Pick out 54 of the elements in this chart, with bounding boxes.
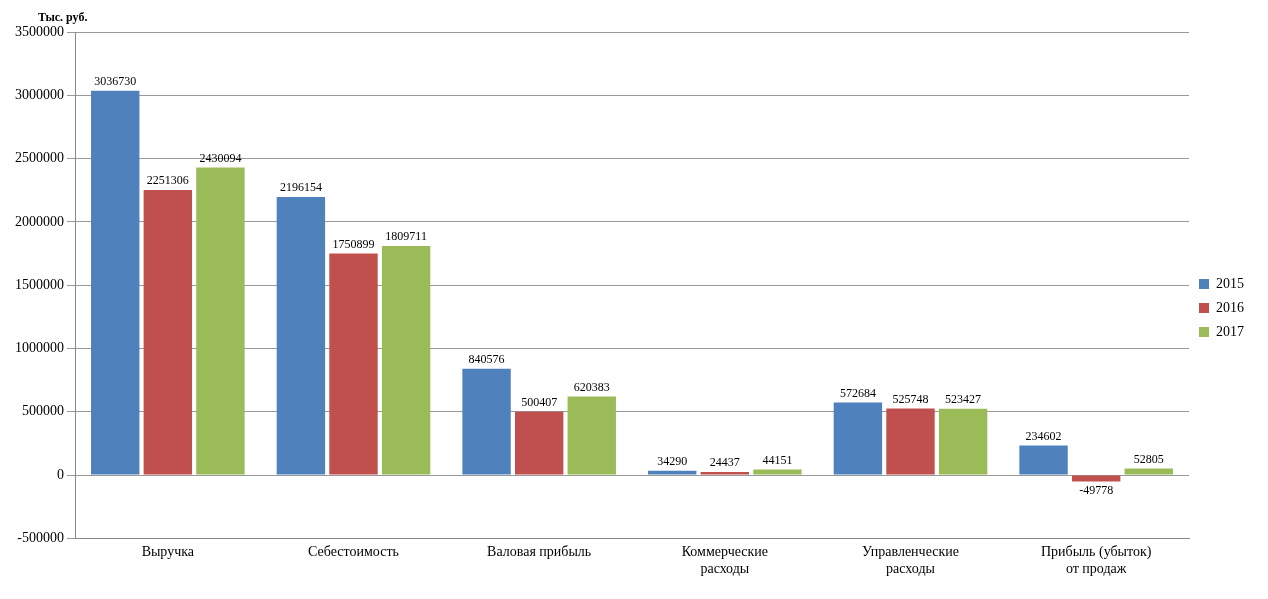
data-label: 2196154 [279, 180, 322, 195]
bar [886, 408, 935, 475]
bar [462, 368, 511, 475]
data-label: 1750899 [332, 236, 375, 251]
bar [276, 197, 326, 475]
bar [143, 190, 193, 475]
data-label: 2251306 [146, 173, 189, 188]
x-tick-label: Управленческие расходы [862, 544, 959, 577]
data-label: 44151 [762, 452, 793, 467]
x-tick-label: Коммерческие расходы [681, 544, 768, 577]
data-label: -49778 [1079, 482, 1114, 497]
data-label: 24437 [709, 455, 740, 470]
data-label: 1809711 [385, 229, 427, 244]
bar [700, 472, 750, 475]
bar [648, 470, 697, 475]
bar [833, 402, 883, 475]
bar [753, 469, 802, 475]
data-label: 3036730 [94, 73, 137, 88]
data-label: 52805 [1133, 451, 1164, 466]
bar [329, 253, 378, 475]
bar [938, 408, 988, 475]
y-tick-label: 2000000 [15, 213, 64, 229]
data-label: 500407 [521, 394, 558, 409]
x-tick-label: Прибыль (убыток) от продаж [1040, 544, 1152, 577]
bar [381, 245, 431, 475]
bar [91, 90, 140, 475]
legend-label: 2015 [1216, 275, 1244, 291]
data-label: 525748 [892, 391, 929, 406]
y-tick-label: 3000000 [15, 86, 64, 102]
y-tick-label: 0 [57, 466, 64, 482]
bar [1124, 468, 1173, 475]
bar [1019, 445, 1068, 475]
x-tick-label: Выручка [141, 544, 195, 560]
bar [567, 396, 616, 475]
data-label: 2430094 [199, 150, 242, 165]
bar [196, 167, 245, 475]
y-tick-label: -500000 [17, 530, 64, 546]
data-label: 620383 [573, 379, 610, 394]
data-label: 34290 [657, 453, 688, 468]
legend-label: 2017 [1216, 323, 1244, 339]
y-tick-label: 1500000 [15, 276, 64, 292]
bar [514, 411, 564, 475]
x-tick-label: Себестоимость [308, 544, 399, 560]
y-tick-label: 3500000 [15, 23, 64, 39]
legend-label: 2016 [1216, 299, 1244, 315]
data-label: 840576 [468, 351, 505, 366]
data-label: 523427 [945, 391, 982, 406]
x-tick-label: Валовая прибыль [487, 544, 592, 560]
data-label: 572684 [839, 385, 876, 400]
y-axis-title: Тыс. руб. [38, 10, 88, 25]
y-tick-label: 500000 [22, 403, 64, 419]
y-tick-label: 1000000 [15, 340, 64, 356]
data-label: 234602 [1025, 428, 1062, 443]
y-tick-label: 2500000 [15, 150, 64, 166]
